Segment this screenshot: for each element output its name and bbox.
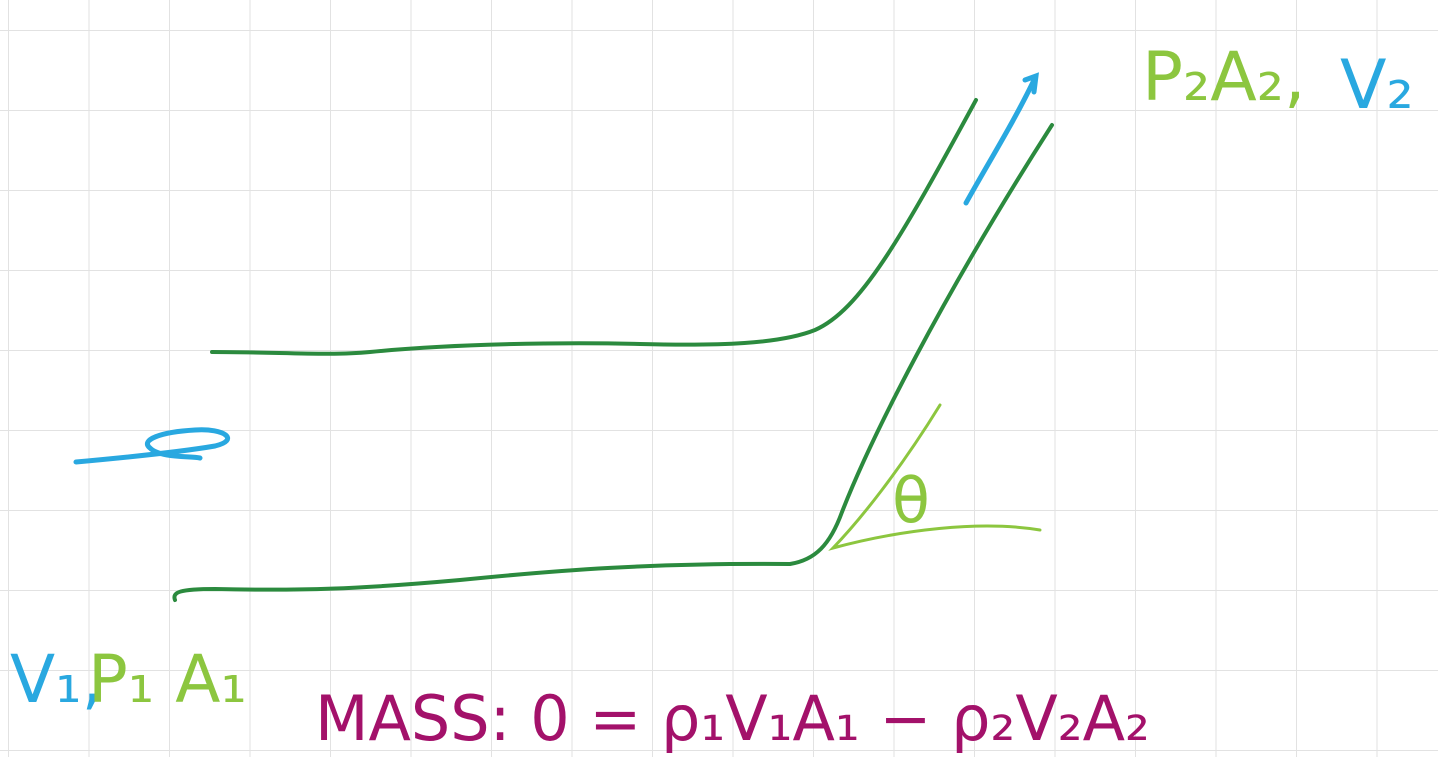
angle-label: θ (892, 464, 930, 537)
inlet-pressure-area-label: P₁ A₁ (88, 641, 247, 718)
page: {"labels": { "outlet_pressure_area": "P₂… (0, 0, 1438, 757)
outlet-velocity-label: V₂ (1340, 46, 1414, 125)
mass-equation: MASS: 0 = ρ₁V₁A₁ − ρ₂V₂A₂ (315, 682, 1150, 755)
canvas: P₂A₂, V₂ V₁, P₁ A₁ θ MASS: 0 = ρ₁V₁A₁ − … (0, 0, 1438, 757)
outlet-pressure-area-label: P₂A₂, (1142, 38, 1306, 117)
